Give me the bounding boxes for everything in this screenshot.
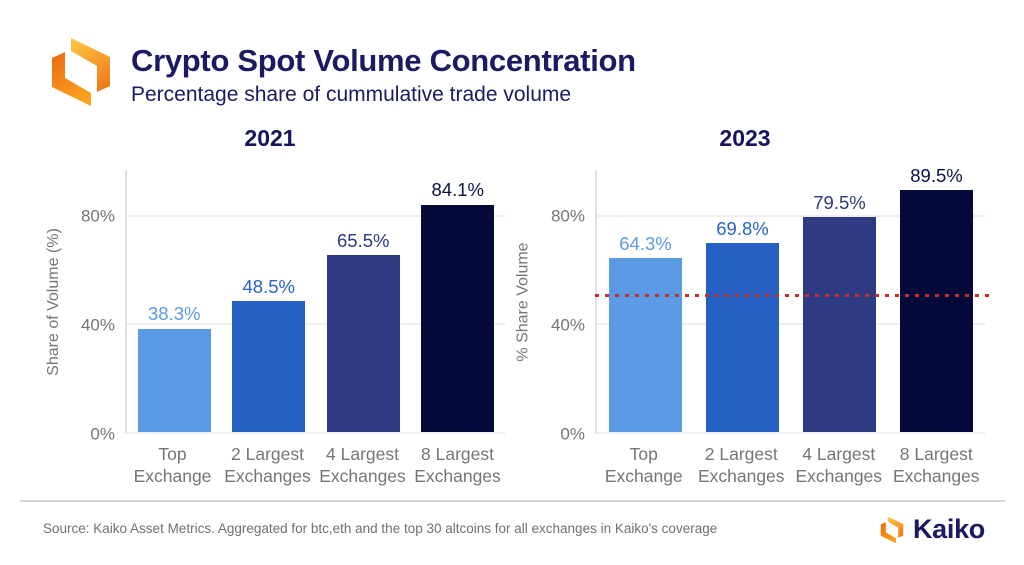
bar-slot: 65.5% [316,170,411,432]
category-label: Top Exchange [133,444,212,487]
chart-2021: 2021 Share of Volume (%) 0% 40% 80% 38.3% 4… [35,125,547,488]
brand-name: Kaiko [912,514,985,544]
plot-area: 38.3% 48.5% 65.5% 84.1% [125,170,505,434]
bar-slot: 38.3% [127,170,222,432]
source-note: Source: Kaiko Asset Metrics. Aggregated … [43,521,718,536]
footer-divider [20,500,1005,502]
bar-value-label: 48.5% [242,275,295,297]
chart-title-2023: 2023 [719,125,771,151]
bar-value-label: 79.5% [813,191,866,213]
bars-group: 38.3% 48.5% 65.5% 84.1% [127,170,505,432]
category-label: 2 Largest Exchanges [697,444,785,487]
bar-value-label: 38.3% [148,303,201,325]
kaiko-logo-icon [878,516,906,544]
y-axis-ticks: 0% 40% 80% [543,170,595,443]
y-axis-ticks: 0% 40% 80% [73,170,125,443]
y-tick-label: 0% [90,424,115,444]
y-axis-label: % Share Volume [515,242,532,362]
bars-group: 64.3% 69.8% 79.5% 89.5% [597,166,985,432]
y-tick-label: 40% [550,315,585,335]
y-axis-label-cell: Share of Volume (%) [35,170,73,434]
bar-slot: 69.8% [694,170,791,432]
bar-value-label: 65.5% [337,229,390,251]
gridline [127,214,505,217]
kaiko-logo-icon [52,38,110,106]
reference-line [595,293,991,297]
bar: 48.5% [232,277,306,432]
header: Crypto Spot Volume Concentration Percent… [45,36,636,108]
bar: 69.8% [706,219,779,432]
gridline [127,322,505,325]
category-label: 8 Largest Exchanges [892,444,980,487]
y-axis-label-cell: % Share Volume [505,170,543,434]
category-label: Top Exchange [604,444,683,487]
bar-slot: 79.5% [791,170,888,432]
y-axis-label: Share of Volume (%) [45,228,62,376]
gridline [597,214,985,217]
bar-value-label: 69.8% [716,217,769,239]
bar-value-label: 64.3% [619,232,672,254]
plot-area: 64.3% 69.8% 79.5% 89.5% [595,166,991,434]
x-axis-labels: Top Exchange 2 Largest Exchanges 4 Largest… [595,434,985,488]
bar: 89.5% [900,166,973,432]
category-label: 4 Largest Exchanges [795,444,883,487]
bar: 38.3% [137,305,211,432]
category-label: 2 Largest Exchanges [224,444,311,487]
x-axis-labels: Top Exchange 2 Largest Exchanges 4 Largest… [125,434,505,488]
bar-value-label: 89.5% [910,164,963,186]
bar: 65.5% [326,231,400,432]
brand-lockup: Kaiko [878,514,985,545]
chart-title-2021: 2021 [244,125,296,151]
bar: 79.5% [803,193,876,432]
page-subtitle: Percentage share of cummulative trade vo… [131,83,572,107]
bar-value-label: 84.1% [431,179,484,201]
page-title: Crypto Spot Volume Concentration [131,43,636,78]
y-tick-label: 80% [80,206,115,226]
category-label: 4 Largest Exchanges [319,444,406,487]
bar-slot: 48.5% [222,170,317,432]
title-block: Crypto Spot Volume Concentration Percent… [131,36,636,107]
chart-2023: 2023 % Share Volume 0% 40% 80% 64.3% 69.8% 7… [505,125,1002,488]
bar: 84.1% [421,181,495,432]
bar-slot: 64.3% [597,170,694,432]
y-tick-label: 0% [560,424,585,444]
category-label: 8 Largest Exchanges [414,444,501,487]
gridline [597,322,985,325]
y-tick-label: 80% [550,206,585,226]
bar: 64.3% [609,234,682,432]
bar-slot: 89.5% [888,166,985,432]
y-tick-label: 40% [80,315,115,335]
bar-slot: 84.1% [411,170,506,432]
